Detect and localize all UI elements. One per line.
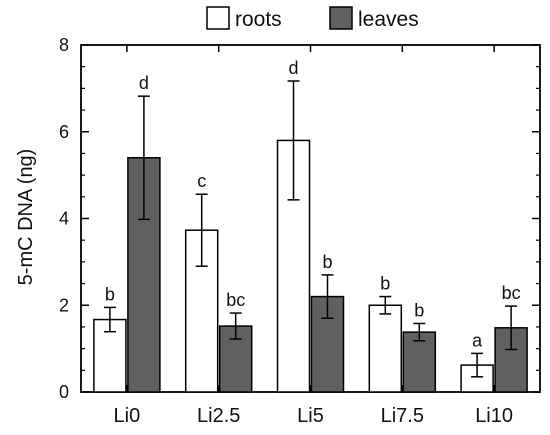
x-tick-label: Li7.5: [381, 405, 424, 427]
y-tick-label: 8: [59, 35, 69, 55]
data-label-leaves: d: [139, 73, 149, 93]
x-tick-label: Li0: [114, 405, 141, 427]
plot-area: 0 2 4 6 8 Li0 b d Li2.5 c bc Li5 d b Li7.5 b b Li10 a bc: [59, 35, 541, 427]
data-label-roots: b: [380, 274, 390, 294]
x-tick-label: Li10: [475, 405, 513, 427]
bar-roots: [184, 229, 219, 393]
legend: roots leaves: [206, 6, 419, 31]
legend-swatch-leaves: [329, 6, 353, 30]
y-tick-label: 6: [59, 122, 69, 142]
bar-leaves: [402, 331, 437, 393]
legend-label-roots: roots: [235, 8, 282, 31]
data-label-leaves: bc: [502, 283, 521, 303]
data-label-roots: c: [197, 171, 206, 191]
y-tick-label: 4: [59, 209, 69, 229]
x-tick-label: Li5: [297, 405, 324, 427]
x-tick-label: Li2.5: [197, 405, 240, 427]
y-axis-title: 5-mC DNA (ng): [15, 149, 37, 286]
legend-label-leaves: leaves: [358, 8, 419, 31]
bar-roots: [368, 304, 403, 393]
data-label-roots: d: [288, 58, 298, 78]
data-label-leaves: bc: [226, 290, 245, 310]
y-tick-label: 0: [59, 382, 69, 402]
data-label-leaves: b: [414, 300, 424, 320]
data-label-roots: a: [472, 330, 483, 350]
data-label-roots: b: [105, 284, 115, 304]
legend-swatch-roots: [206, 6, 230, 30]
bar-roots: [93, 318, 127, 393]
data-label-leaves: b: [322, 252, 332, 272]
y-tick-label: 2: [59, 295, 69, 315]
